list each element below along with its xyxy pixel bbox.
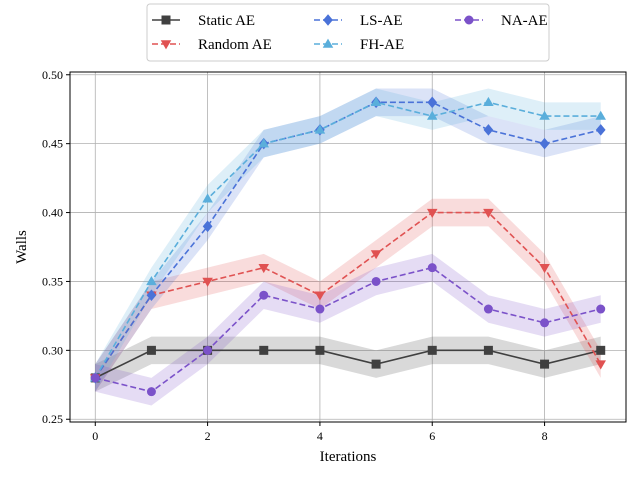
random-ae-line [94,211,602,379]
legend-marker-ls-ae [323,14,333,26]
static-ae-point [371,359,381,369]
legend-box [146,3,550,62]
fh-ae-point [483,96,494,107]
fh-ae-line [94,101,601,379]
legend-marker-fh-ae [322,38,334,48]
legend-label-static-ae: Static AE [198,13,255,29]
na-ae-band [95,253,601,406]
na-ae-point [315,304,325,314]
x-tick-label: 4 [317,429,323,443]
x-tick-label: 6 [429,429,435,443]
random-ae-band [95,198,601,392]
legend-label-ls-ae: LS-AE [360,13,403,29]
ls-ae-point [427,96,438,109]
legend: Static AE Random AE LS-AE FH-AE NA-AE [146,3,550,62]
na-ae-point [259,290,269,300]
fh-ae-band [95,88,601,392]
ls-ae-line [94,101,601,379]
random-ae-point [258,263,270,274]
static-ae-point [483,345,493,355]
series-markers [90,96,606,397]
legend-marker-static-ae [161,15,171,25]
y-tick-label: 0.40 [42,206,63,220]
na-ae-line [95,266,601,393]
legend-label-fh-ae: FH-AE [360,37,404,53]
na-ae-point [90,373,100,383]
ls-ae-point [483,124,494,136]
x-tick-label: 0 [92,429,98,443]
y-tick-label: 0.45 [42,137,63,151]
y-axis-label: Walls [14,230,30,264]
static-ae-point [259,345,269,355]
series-lines [94,101,602,393]
y-tick-label: 0.35 [42,274,63,288]
static-ae-point [540,359,550,369]
axis-ticks: 0 2 4 6 8 0.25 0.30 0.35 0.40 0.45 0.50 [42,68,548,443]
random-ae-point [370,250,382,260]
static-ae-point [427,345,437,355]
static-ae-point [596,345,606,355]
x-tick-label: 8 [542,429,548,443]
ls-ae-point [595,124,606,136]
na-ae-point [596,304,606,314]
na-ae-point [203,345,213,355]
fh-ae-point [539,110,550,120]
fh-ae-point [426,110,438,120]
na-ae-point [371,276,381,286]
legend-label-random-ae: Random AE [198,37,272,53]
y-tick-label: 0.25 [42,412,63,426]
random-ae-point [483,208,494,218]
na-ae-point [540,318,550,328]
static-ae-point [315,345,325,355]
fh-ae-point [146,276,157,286]
legend-marker-random-ae [160,40,172,50]
ls-ae-point [202,220,213,233]
x-axis-label: Iterations [320,449,377,465]
legend-marker-na-ae [464,15,474,25]
static-ae-line [94,349,601,379]
random-ae-point [539,263,550,274]
static-ae-point [146,345,156,355]
na-ae-point [483,304,493,314]
y-tick-label: 0.50 [42,68,63,82]
y-tick-label: 0.30 [42,343,63,357]
ls-ae-point [539,137,550,150]
fh-ae-point [370,96,382,107]
random-ae-point [426,208,438,218]
random-ae-point [202,277,213,287]
fh-ae-point [595,110,606,120]
x-tick-label: 2 [205,429,211,443]
fh-ae-point [202,193,213,203]
legend-label-na-ae: NA-AE [501,13,548,29]
fh-ae-point [314,124,326,134]
na-ae-point [146,387,156,397]
random-ae-point [314,291,326,301]
plot-frame [69,71,627,423]
ls-ae-point [146,289,157,302]
fh-ae-point [258,138,270,148]
random-ae-point [595,360,606,370]
na-ae-point [427,263,437,273]
